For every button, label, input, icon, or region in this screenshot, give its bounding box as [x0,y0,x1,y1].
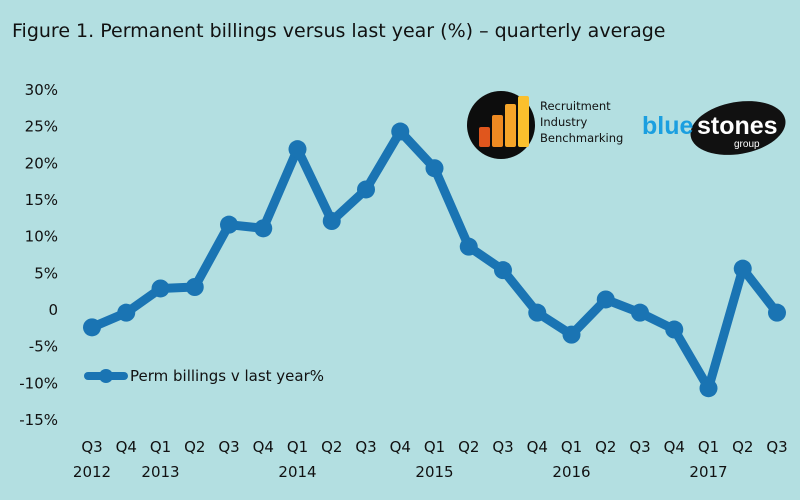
data-point [768,303,786,322]
bluestones-logo-stone [690,101,786,155]
y-tick-label: 15% [25,191,58,209]
data-point [288,140,307,159]
rib-logo-text-1: Recruitment [540,99,611,113]
x-tick-label: Q2 [184,438,205,456]
y-tick-label: -15% [19,411,58,429]
data-point [699,379,718,398]
x-tick-label: Q3 [629,438,650,456]
x-tick-label: Q1 [424,438,445,456]
x-tick-label: Q3 [766,438,787,456]
x-tick-label: Q1 [287,438,308,456]
data-point [391,122,410,141]
series-layer [83,122,786,398]
data-point [494,261,512,280]
data-point [459,237,478,256]
legend-marker [99,369,113,383]
data-point [185,278,204,296]
rib-logo-bar-1 [479,127,490,147]
data-point [596,290,615,309]
x-tick-label: Q3 [492,438,513,456]
data-point [733,259,752,278]
bluestones-logo-word-1: blue [642,112,693,140]
x-tick-label: Q3 [81,438,102,456]
data-point [425,159,444,178]
legend-label: Perm billings v last year% [130,367,324,385]
y-tick-label: 5% [34,264,58,282]
data-point [665,320,684,339]
bluestones-logo-sub: group [734,139,760,150]
bluestones-logo: blue stones group [642,101,786,155]
x-year-label: 2012 [73,463,111,481]
y-axis-ticks: 30% 25% 20% 15% 10% 5% 0 -5% -10% -15% [19,81,58,429]
data-point [322,212,341,230]
data-point [151,279,170,298]
data-point [254,219,273,238]
x-tick-label: Q4 [253,438,274,456]
rib-logo-text-2: Industry [540,115,587,129]
data-point [357,180,375,199]
x-tick-label: Q4 [527,438,548,456]
rib-logo-bar-2 [492,115,503,147]
y-tick-label: 25% [25,118,58,136]
rib-logo-bar-4 [518,96,529,147]
x-tick-label: Q1 [698,438,719,456]
rib-logo-text-3: Benchmarking [540,131,623,145]
y-tick-label: -10% [19,374,58,392]
chart-title: Figure 1. Permanent billings versus last… [12,20,666,42]
y-tick-label: 30% [25,81,58,99]
data-point [631,303,649,322]
y-tick-label: 20% [25,154,58,172]
x-tick-label: Q2 [458,438,479,456]
bluestones-logo-word-2: stones [697,112,778,140]
x-tick-label: Q2 [321,438,342,456]
x-tick-label: Q2 [732,438,753,456]
x-tick-label: Q4 [116,438,137,456]
x-axis-ticks: Q3 Q4 Q1 Q2 Q3 Q4 Q1 Q2 Q3 Q4 Q1 Q2 Q3 Q4 Q1 Q2 Q3 Q4 Q1 Q2… [73,438,788,481]
data-point [117,303,136,322]
x-tick-label: Q3 [218,438,239,456]
legend: Perm billings v last year% [84,367,324,385]
x-tick-label: Q3 [355,438,376,456]
data-point [528,303,547,322]
y-tick-label: -5% [29,338,58,356]
x-tick-label: Q4 [664,438,685,456]
x-year-label: 2016 [552,463,590,481]
x-tick-label: Q2 [595,438,616,456]
x-tick-label: Q1 [150,438,171,456]
rib-logo-bar-3 [505,104,516,147]
data-point [220,215,238,234]
x-year-label: 2014 [278,463,316,481]
rib-logo: Recruitment Industry Benchmarking [467,91,623,159]
x-tick-label: Q4 [390,438,411,456]
data-point [562,325,581,344]
x-year-label: 2017 [689,463,727,481]
y-tick-label: 10% [25,228,58,246]
x-tick-label: Q1 [561,438,582,456]
x-year-label: 2015 [415,463,453,481]
data-point [83,318,101,337]
x-year-label: 2013 [141,463,179,481]
y-tick-label: 0 [48,301,58,319]
